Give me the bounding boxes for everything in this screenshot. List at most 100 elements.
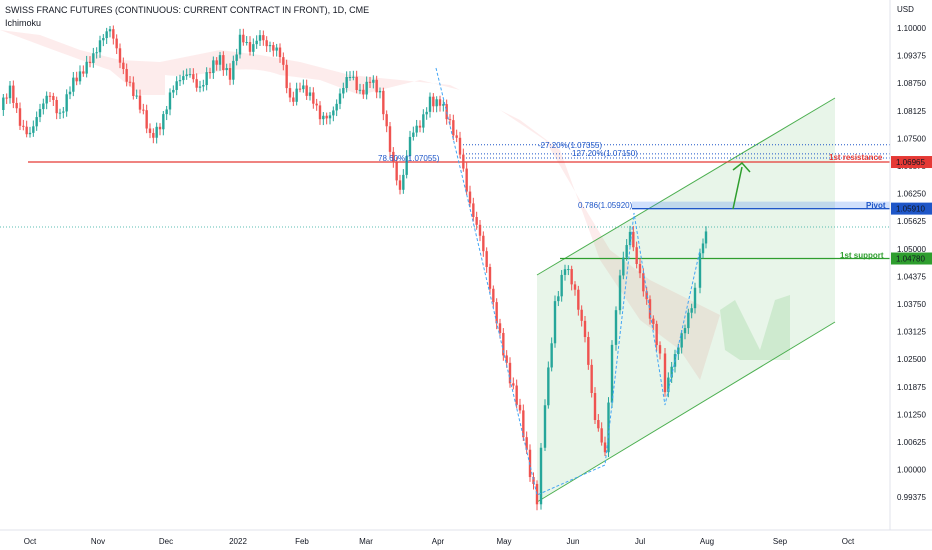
candle-body [192,74,195,80]
candle-body [38,109,42,118]
candle-body [5,97,8,99]
candle-body [55,99,58,114]
candle-body [312,92,315,104]
candle-body [42,103,45,110]
candle-body [295,88,298,102]
candle-body [158,126,162,130]
y-tick-label: 1.00625 [897,438,926,447]
candle-body [547,367,550,406]
candle-body [48,95,52,97]
price-badge [891,156,932,169]
candle-body [142,109,145,111]
candle-body [272,45,275,51]
candle-body [557,296,560,302]
candle-body [485,251,488,268]
candle-body [52,96,55,100]
candle-body [415,125,418,133]
candle-body [603,442,607,453]
target-arrow-head [732,161,751,173]
x-tick-label: Oct [24,537,37,546]
candle-body [600,428,603,443]
x-tick-label: Apr [432,537,445,546]
candle-body [610,344,614,403]
candle-body [355,76,358,91]
fib-label: 78.60%(1.07055) [378,154,440,163]
candle-body [458,137,462,155]
candle-body [198,86,202,88]
y-tick-label: 1.05000 [897,245,926,254]
candle-body [325,115,328,119]
candle-body [570,269,573,285]
currency-label: USD [897,5,914,14]
candle-body [205,72,208,86]
candle-body [18,108,22,126]
candle-body [704,231,708,244]
candle-body [690,308,693,313]
candle-body [498,323,502,333]
candle-body [462,154,465,169]
candle-body [85,61,88,74]
pivot-band [632,201,890,210]
candle-body [102,38,105,41]
x-tick-label: Dec [159,537,173,546]
fib-label: 0.786(1.05920) [578,201,633,210]
candle-body [228,68,232,80]
candle-body [405,156,408,175]
candle-body [135,95,138,97]
candle-body [658,345,662,354]
candle-body [278,47,282,58]
y-tick-label: 1.03125 [897,328,926,337]
candle-body [22,125,25,127]
candle-body [155,126,158,138]
candle-body [567,269,570,271]
candle-body [62,111,65,113]
x-tick-label: Sep [773,537,788,546]
candle-body [305,85,308,96]
candle-body [168,92,172,110]
candle-body [165,109,168,115]
candle-body [258,35,262,41]
candle-body [222,55,225,71]
candle-body [385,114,388,127]
candle-body [508,362,512,384]
candle-body [425,111,428,115]
candle-body [563,269,567,275]
channel-upper [536,97,836,276]
fib-zigzag [435,67,701,496]
candle-body [667,377,670,393]
candle-body [358,89,362,91]
candle-body [438,99,442,106]
candle-body [663,353,667,393]
candle-body [322,115,325,120]
candle-body [412,132,415,137]
candle-body [332,110,335,116]
candle-body [352,76,355,78]
candle-body [175,81,178,90]
candle-body [468,191,472,204]
candle-body [398,180,402,190]
y-tick-label: 1.09375 [897,52,926,61]
candle-body [680,333,683,348]
candle-body [172,89,175,93]
candle-body [218,55,222,65]
candle-body [235,54,238,61]
y-tick-label: 1.02500 [897,355,926,364]
candle-body [465,168,468,192]
y-tick-label: 1.04375 [897,272,926,281]
candle-body [677,347,680,355]
candle-body [618,275,622,311]
y-tick-label: 1.01875 [897,383,926,392]
candle-body [452,120,455,136]
x-tick-label: Jul [635,537,645,546]
price-badge-label: 1.04780 [896,255,925,264]
candle-body [382,90,385,115]
candle-body [478,224,482,236]
candle-body [35,117,38,127]
candle-body [455,135,458,138]
candle-body [362,89,365,95]
candle-body [248,42,252,52]
candle-body [587,337,590,365]
candle-body [8,85,12,99]
candle-body [698,253,702,288]
